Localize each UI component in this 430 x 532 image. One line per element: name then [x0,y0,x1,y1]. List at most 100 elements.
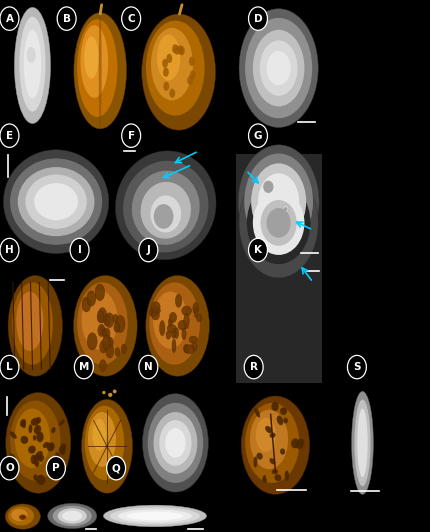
Ellipse shape [87,291,96,306]
Ellipse shape [10,401,61,480]
Circle shape [0,456,19,480]
Ellipse shape [239,168,318,278]
Ellipse shape [24,30,41,98]
Ellipse shape [151,28,193,101]
Ellipse shape [245,403,299,483]
Circle shape [122,7,141,30]
Text: J: J [146,245,150,255]
Ellipse shape [34,475,38,481]
Ellipse shape [166,54,172,63]
Ellipse shape [33,435,36,440]
Ellipse shape [283,418,288,423]
Text: I: I [77,245,82,255]
Text: D: D [254,14,262,23]
Ellipse shape [62,511,82,521]
Ellipse shape [110,508,200,525]
Ellipse shape [11,509,28,521]
Ellipse shape [82,400,132,493]
Bar [111,140,221,263]
Bar [339,386,386,500]
Ellipse shape [254,456,258,468]
Bar [1,2,64,134]
Ellipse shape [34,460,39,467]
Ellipse shape [157,35,180,81]
Ellipse shape [118,510,192,522]
Ellipse shape [85,406,124,480]
Ellipse shape [149,308,158,317]
Ellipse shape [115,348,120,356]
Bar [100,501,210,532]
Bar [1,140,111,263]
Ellipse shape [270,433,276,438]
Ellipse shape [74,13,126,129]
Text: G: G [254,131,262,140]
Text: L: L [6,362,13,372]
Circle shape [139,355,158,379]
Ellipse shape [82,290,118,350]
Ellipse shape [113,314,118,322]
Ellipse shape [154,412,197,474]
Circle shape [0,355,19,379]
Ellipse shape [153,292,188,349]
Ellipse shape [60,448,65,455]
Ellipse shape [105,313,114,328]
Ellipse shape [77,19,117,117]
Bar [141,269,214,383]
Bar [1,269,69,383]
Ellipse shape [160,420,191,466]
Ellipse shape [163,82,169,91]
Ellipse shape [97,311,104,323]
Ellipse shape [169,318,172,327]
Ellipse shape [250,410,288,469]
Ellipse shape [25,174,87,229]
Bar [1,386,75,500]
Text: B: B [63,14,71,23]
Ellipse shape [55,452,60,459]
Ellipse shape [280,408,287,415]
Ellipse shape [74,276,137,376]
Ellipse shape [271,402,279,411]
Point [111,387,118,396]
Ellipse shape [115,315,125,332]
Ellipse shape [37,475,46,485]
Ellipse shape [31,455,37,464]
Ellipse shape [34,183,78,220]
Bar [139,386,212,500]
Bar [75,386,139,500]
Ellipse shape [192,342,197,351]
Ellipse shape [187,76,193,85]
Ellipse shape [95,284,104,301]
Ellipse shape [31,418,40,426]
Ellipse shape [282,205,289,213]
Circle shape [46,456,65,480]
Ellipse shape [285,470,289,481]
Ellipse shape [184,345,194,354]
Text: E: E [6,131,13,140]
Ellipse shape [163,68,169,77]
Circle shape [0,238,19,262]
Ellipse shape [8,276,62,376]
Ellipse shape [261,200,297,246]
Ellipse shape [82,297,91,312]
Ellipse shape [142,14,215,130]
Ellipse shape [149,282,200,365]
Ellipse shape [189,336,197,343]
Ellipse shape [262,475,266,481]
Ellipse shape [238,145,319,259]
Ellipse shape [34,425,41,434]
Ellipse shape [10,431,17,439]
Ellipse shape [276,415,283,425]
Ellipse shape [98,307,107,323]
Circle shape [249,124,267,147]
Ellipse shape [35,451,43,459]
Ellipse shape [352,392,373,494]
Circle shape [107,456,126,480]
Ellipse shape [58,508,87,523]
Circle shape [139,238,158,262]
Ellipse shape [253,191,304,255]
Bar [236,154,322,383]
Ellipse shape [284,207,287,211]
Ellipse shape [59,419,64,426]
Ellipse shape [193,303,199,314]
Ellipse shape [10,159,102,245]
